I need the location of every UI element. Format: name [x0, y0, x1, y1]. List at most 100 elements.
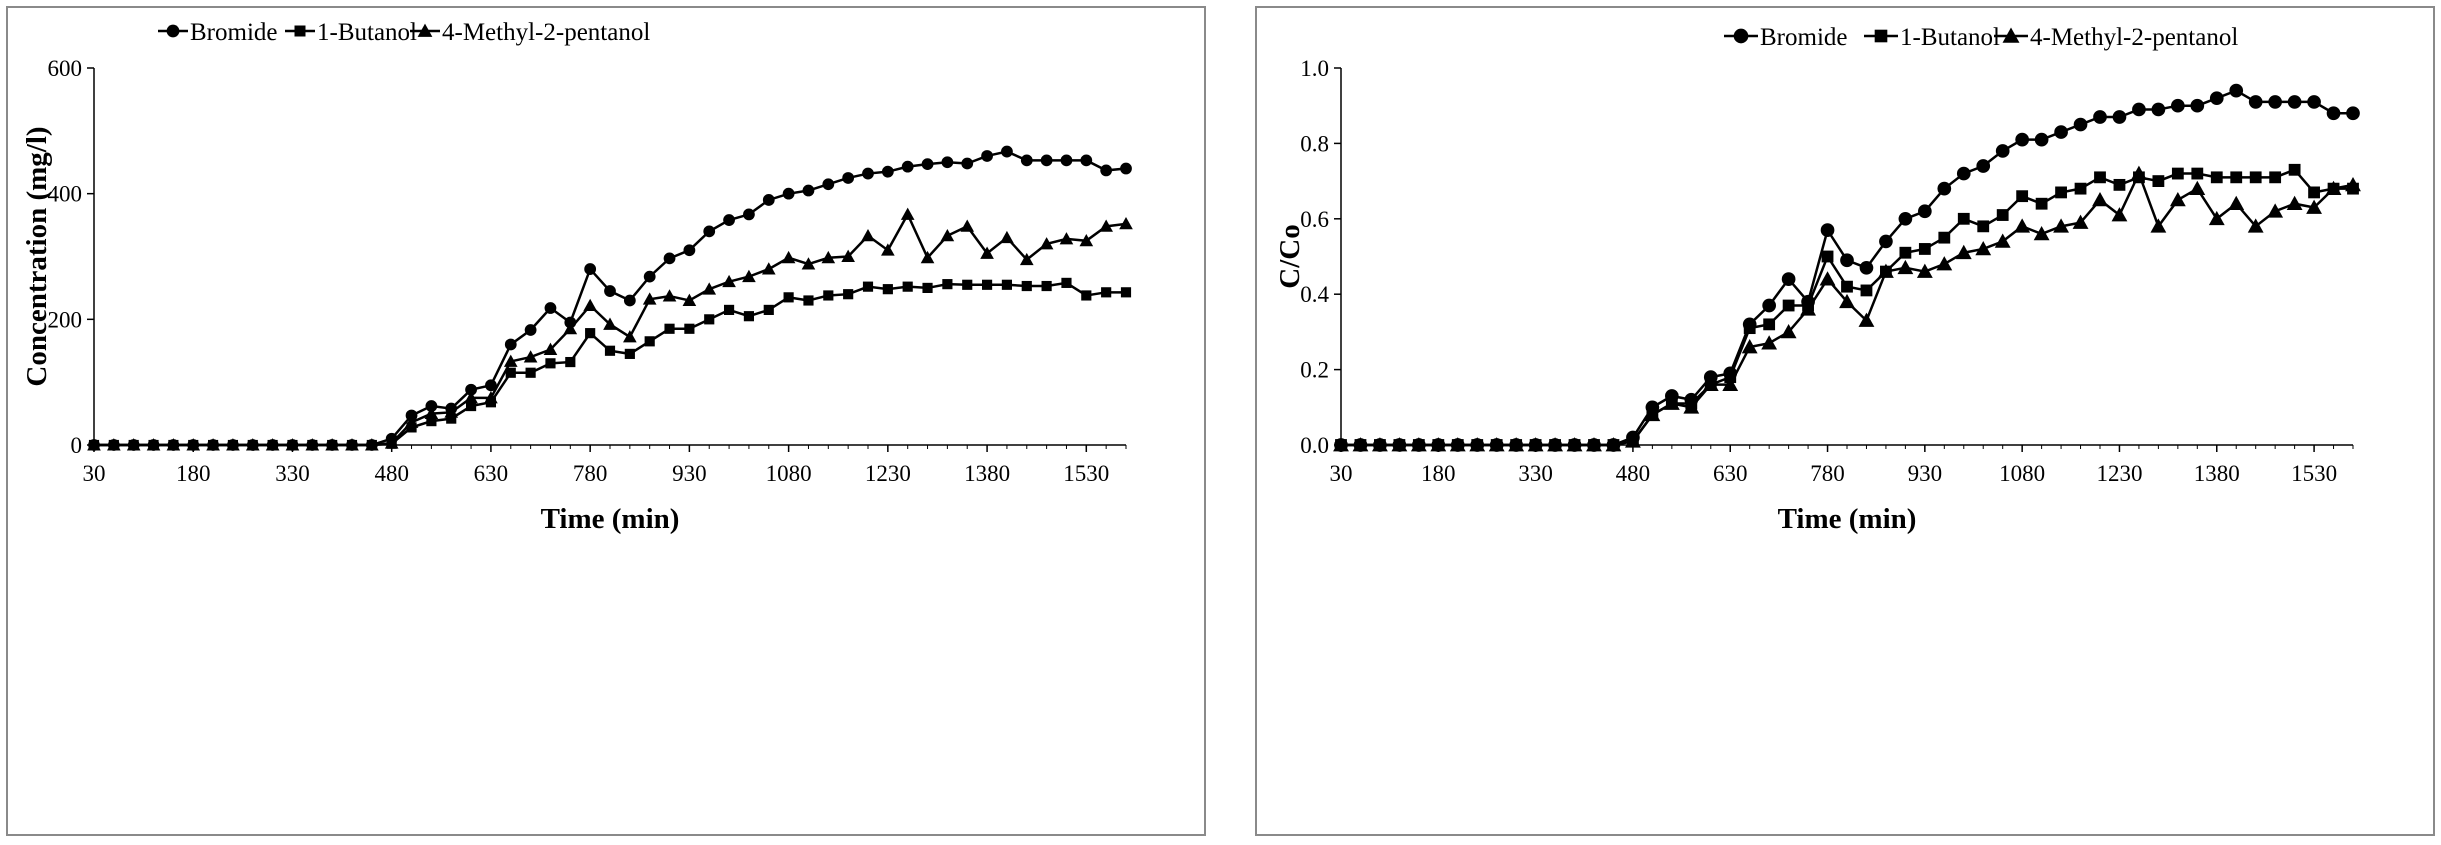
data-point	[603, 317, 617, 330]
data-point	[1001, 279, 1013, 290]
data-point	[1508, 437, 1525, 452]
data-point	[782, 187, 795, 200]
y-tick-label: 0.6	[1300, 207, 1329, 232]
data-point	[2053, 218, 2069, 233]
data-point	[1781, 272, 1796, 286]
data-point	[524, 324, 537, 336]
data-point	[1955, 244, 1972, 260]
data-point	[2230, 171, 2243, 184]
data-point	[1449, 437, 1466, 452]
data-point	[1859, 260, 1874, 275]
data-point	[763, 304, 774, 315]
data-point	[1841, 280, 1853, 293]
data-point	[1469, 437, 1486, 452]
y-tick-label: 0.4	[1300, 282, 1329, 307]
data-point	[584, 263, 597, 275]
data-point	[545, 358, 556, 369]
data-point	[1897, 259, 1914, 275]
data-point	[642, 292, 657, 305]
data-point	[583, 298, 597, 311]
data-point	[980, 246, 994, 259]
data-point	[1996, 209, 2009, 221]
x-tick-label: 1080	[766, 461, 812, 486]
data-point	[1060, 154, 1073, 167]
data-point	[2093, 110, 2107, 124]
data-point	[107, 438, 121, 451]
data-point	[1918, 243, 1931, 255]
data-point	[565, 356, 576, 368]
x-tick-label: 780	[573, 461, 608, 486]
x-tick-label: 1380	[2194, 461, 2240, 486]
data-point	[424, 406, 439, 420]
data-point	[1937, 181, 1952, 196]
data-point	[1020, 154, 1033, 167]
data-point	[1061, 277, 1072, 288]
data-point	[525, 367, 536, 378]
data-point	[1430, 437, 1447, 452]
y-tick-label: 0.0	[1300, 433, 1329, 458]
data-point	[604, 285, 616, 297]
data-point	[803, 295, 814, 306]
data-point	[1683, 399, 1700, 414]
data-point	[446, 413, 457, 424]
data-point	[821, 250, 836, 264]
data-point	[523, 350, 538, 363]
data-point	[1899, 246, 1912, 259]
y-tick-label: 600	[48, 56, 83, 81]
data-point	[2286, 195, 2303, 211]
x-tick-label: 480	[1616, 461, 1651, 486]
data-point	[504, 338, 517, 351]
data-point	[961, 157, 974, 170]
data-point	[1021, 280, 1032, 292]
data-point	[1819, 271, 1836, 286]
data-point	[743, 208, 755, 221]
x-tick-label: 630	[1713, 461, 1748, 486]
data-point	[2171, 98, 2185, 113]
legend-marker-square	[294, 25, 306, 37]
data-point	[166, 438, 181, 451]
data-point	[841, 249, 855, 262]
data-point	[384, 436, 399, 449]
data-point	[2014, 218, 2031, 233]
data-point	[405, 409, 418, 422]
series-line-1	[1341, 89, 2353, 447]
x-tick-label: 30	[1330, 461, 1353, 486]
data-point	[1878, 263, 1894, 278]
data-point	[2307, 95, 2321, 109]
data-point	[1000, 230, 1014, 244]
data-point	[2016, 190, 2029, 203]
data-point	[743, 311, 755, 322]
data-point	[1527, 437, 1544, 452]
data-point	[1860, 284, 1873, 297]
data-point	[1039, 237, 1054, 250]
data-point	[2190, 98, 2205, 113]
data-point	[702, 282, 717, 295]
data-point	[900, 207, 915, 220]
data-point	[444, 405, 459, 418]
data-point	[901, 160, 914, 173]
data-point	[2228, 195, 2245, 211]
data-point	[2132, 102, 2146, 117]
x-tick-label: 1530	[1063, 461, 1109, 486]
data-point	[1644, 406, 1661, 422]
data-point	[2151, 102, 2166, 117]
data-point	[1120, 287, 1132, 298]
series-line-2	[94, 281, 1126, 447]
x-tick-label: 780	[1810, 461, 1845, 486]
data-point	[503, 354, 518, 367]
chart-panel-concentration: 0 200 400 600 30 180 330 480 630 780 930 1080 1230 13…	[6, 6, 1206, 836]
data-point	[862, 281, 874, 292]
data-point	[464, 391, 478, 404]
data-point	[1840, 253, 1854, 268]
data-point	[265, 438, 280, 451]
data-point	[2054, 125, 2068, 139]
data-point	[781, 250, 796, 264]
data-point	[1566, 437, 1583, 452]
y-axis-title: Concentration (mg/l)	[21, 126, 53, 386]
data-point	[1780, 323, 1797, 339]
x-tick-label: 930	[1908, 461, 1943, 486]
data-point	[881, 243, 895, 256]
data-point	[2210, 171, 2223, 184]
y-tick-label: 0.8	[1300, 131, 1329, 156]
data-point	[2209, 91, 2224, 106]
